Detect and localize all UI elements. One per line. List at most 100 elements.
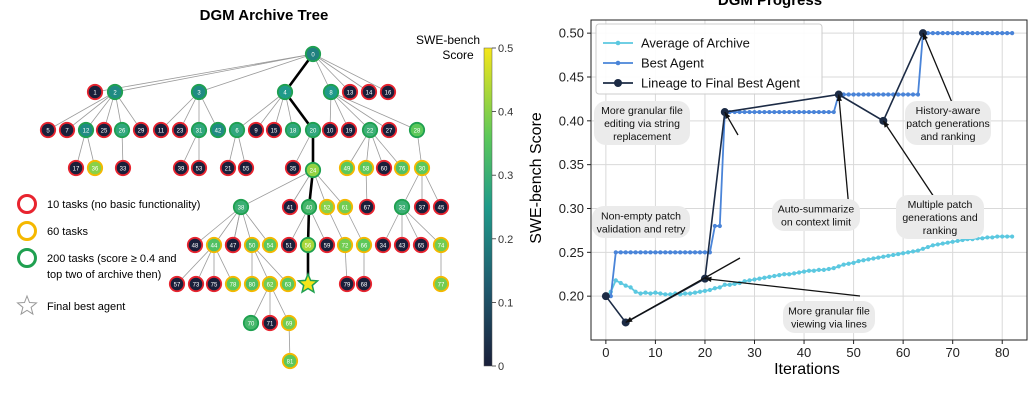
data-point [811, 268, 817, 273]
tree-node-label: 56 [305, 243, 312, 249]
tree-edge-0-14 [312, 53, 370, 93]
legend-label: Final best agent [47, 301, 125, 313]
tree-node-label: 22 [367, 128, 374, 134]
tree-node-label: 49 [344, 166, 351, 172]
tree-node-label: 10 [327, 128, 334, 134]
data-point [683, 291, 688, 296]
colorbar-tick-label: 0.2 [498, 234, 513, 246]
tree-node-label: 38 [238, 205, 245, 211]
data-point [638, 250, 643, 255]
tree-node-label: 76 [399, 166, 406, 172]
x-tick-label: 70 [945, 345, 959, 360]
tree-node-9: 9 [247, 121, 265, 139]
data-point [762, 109, 767, 115]
data-point [866, 257, 871, 262]
data-point [658, 291, 663, 296]
data-point [643, 250, 648, 255]
tree-node-51: 51 [280, 236, 298, 254]
tree-node-label: 21 [225, 166, 232, 172]
data-point [712, 223, 717, 229]
tree-node-47: 47 [224, 236, 242, 254]
data-point [782, 109, 787, 115]
data-point [905, 92, 911, 97]
tree-node-48: 48 [186, 236, 204, 254]
data-point [915, 92, 921, 97]
data-point [752, 109, 757, 115]
data-point [806, 268, 812, 273]
annotation-text: replacement [613, 131, 671, 143]
tree-node-label: 8 [329, 90, 333, 96]
data-point [955, 31, 960, 36]
data-point [851, 260, 856, 265]
data-point [613, 250, 618, 255]
data-point [1010, 31, 1015, 36]
data-point [970, 31, 975, 36]
data-point [910, 249, 916, 254]
data-point [876, 255, 881, 260]
tree-node-73: 73 [187, 275, 205, 293]
tree-node-label: 13 [347, 90, 354, 96]
annotation-text: patch generations [906, 118, 989, 130]
tree-node-label: 19 [346, 128, 353, 134]
legend-entry-2: Lineage to Final Best Agent [603, 76, 800, 91]
tree-edge-4-6 [236, 91, 286, 131]
tree-node-76: 76 [393, 159, 411, 177]
data-point [960, 31, 965, 36]
tree-node-81: 81 [281, 352, 299, 370]
legend-item-1: 60 tasks [17, 221, 88, 241]
tree-node-label: 59 [324, 243, 331, 249]
data-point [663, 292, 668, 297]
colorbar-label-line2: Score [442, 48, 474, 62]
data-point [777, 109, 782, 115]
data-point [990, 31, 995, 36]
tree-edge-24-61 [312, 169, 346, 208]
data-point [782, 272, 787, 277]
tree-node-label: 47 [230, 243, 237, 249]
data-point [980, 31, 985, 36]
tree-node-58: 58 [357, 159, 375, 177]
annotation-text: editing via string [604, 118, 680, 130]
tree-node-label: 57 [174, 282, 181, 288]
x-tick-label: 50 [846, 345, 860, 360]
data-point [955, 238, 960, 244]
tree-node-15: 15 [265, 121, 283, 139]
tree-node-27: 27 [380, 121, 398, 139]
tree-node-label: 65 [418, 243, 425, 249]
data-point [747, 278, 752, 283]
data-point [762, 275, 767, 280]
tree-node-22: 22 [361, 121, 379, 139]
data-point [638, 291, 643, 296]
tree-node-label: 25 [101, 128, 108, 134]
colorbar-tick-label: 0.3 [498, 170, 513, 182]
annotation-text: Multiple patch [908, 199, 973, 211]
ring-icon [17, 248, 37, 268]
data-point [712, 286, 717, 291]
data-point [1010, 234, 1015, 239]
tree-node-label: 7 [65, 128, 69, 134]
tree-edge-8-27 [330, 91, 390, 131]
data-point [648, 291, 653, 296]
y-tick-label: 0.40 [559, 113, 584, 128]
y-axis-label: SWE-bench Score [528, 112, 545, 244]
annotation-text: Auto-summarize [778, 204, 855, 216]
tree-node-label: 26 [119, 128, 126, 134]
tree-node-69: 69 [280, 314, 298, 332]
legend-label: Best Agent [641, 56, 704, 71]
data-point [732, 281, 737, 286]
data-point [836, 264, 841, 269]
tree-node-21: 21 [219, 159, 237, 177]
data-point [633, 289, 638, 294]
y-tick-label: 0.45 [559, 69, 584, 84]
x-axis-label: Iterations [774, 361, 840, 378]
tree-node-80: 80 [243, 275, 261, 293]
colorbar-ticks: 0.5 0.4 0.3 0.2 0.1 0 [492, 43, 513, 373]
tree-node-66: 66 [355, 236, 373, 254]
data-point [930, 243, 935, 248]
tree-node-label: 81 [287, 359, 294, 365]
data-point [752, 277, 757, 282]
data-point [648, 250, 653, 255]
tree-node-label: 27 [386, 128, 393, 134]
progress-chart: DGM Progress 0 10 20 30 40 50 60 70 80 0.20 0.25 0.… [528, 0, 1028, 378]
